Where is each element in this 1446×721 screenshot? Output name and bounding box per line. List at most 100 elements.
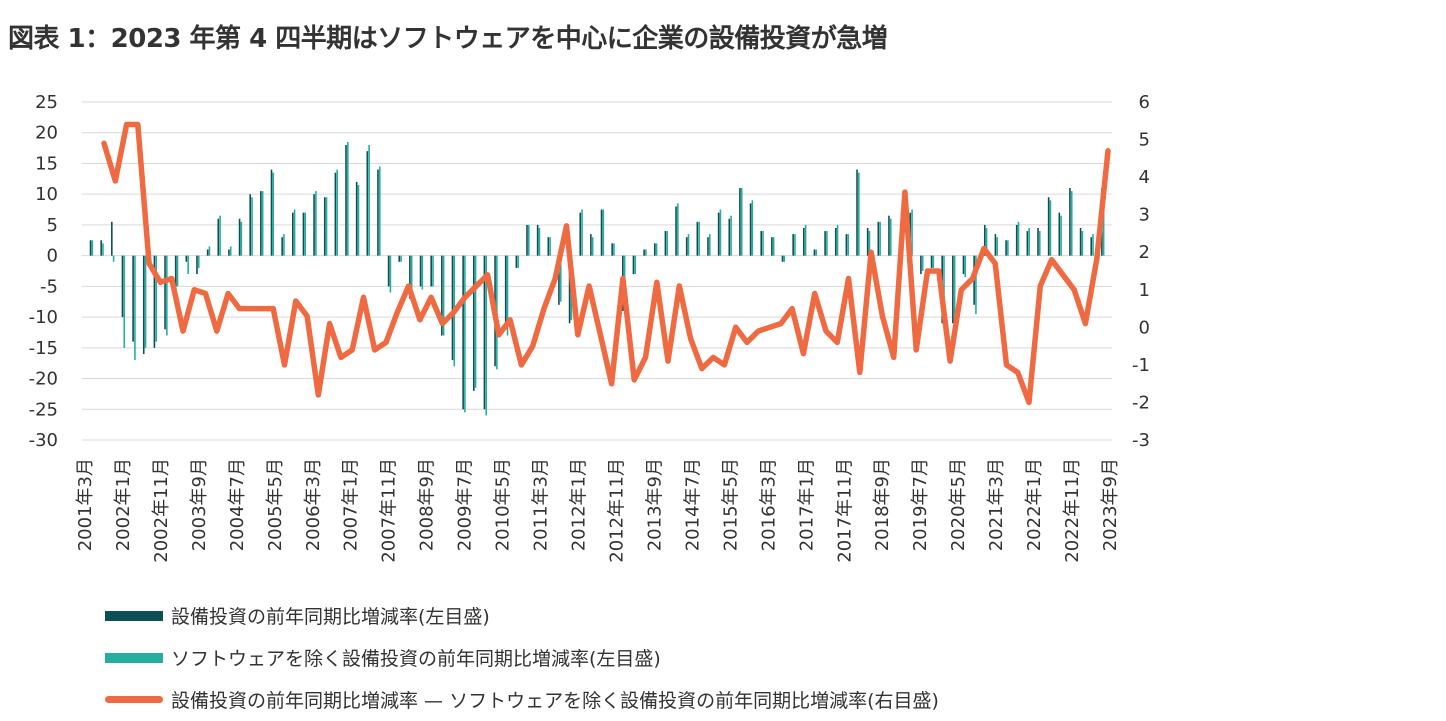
bar-capex-ex-software xyxy=(1049,200,1052,256)
bar-capex-ex-software xyxy=(634,255,637,275)
bar-capex xyxy=(547,237,550,256)
bar-capex xyxy=(419,255,422,287)
y-right-tick-label: -3 xyxy=(1132,430,1150,451)
bar-capex xyxy=(206,249,209,256)
bar-capex-ex-software xyxy=(421,255,424,290)
bar-capex-ex-software xyxy=(325,197,328,256)
bar-capex xyxy=(568,255,571,324)
bar-capex xyxy=(1037,227,1039,256)
bar-capex-ex-software xyxy=(666,231,668,256)
bar-capex xyxy=(781,255,784,262)
x-tick-label: 2003年9月 xyxy=(189,458,210,551)
bar-capex xyxy=(377,169,379,256)
x-tick-label: 2001年3月 xyxy=(75,458,96,551)
bar-capex xyxy=(600,209,603,256)
bar-capex xyxy=(174,255,177,293)
bar-capex-ex-software xyxy=(730,215,732,256)
bar-capex xyxy=(142,255,145,354)
bar-capex-ex-software xyxy=(645,249,647,256)
bar-capex xyxy=(302,212,305,256)
bar-capex xyxy=(164,255,166,330)
y-left-tick-label: 10 xyxy=(35,184,58,205)
bar-capex-ex-software xyxy=(219,215,221,256)
bar-capex xyxy=(749,203,752,256)
bar-capex-ex-software xyxy=(858,172,860,256)
bar-capex-ex-software xyxy=(229,246,232,256)
bar-capex xyxy=(717,212,720,256)
x-tick-label: 2017年11月 xyxy=(834,458,855,563)
bar-capex xyxy=(281,237,283,256)
legend-label-capex-ex-software: ソフトウェアを除く設備投資の前年同期比増減率(左目盛) xyxy=(171,648,661,670)
bar-capex-ex-software xyxy=(772,237,775,256)
y-right-tick-label: 4 xyxy=(1139,167,1150,188)
bar-capex-ex-software xyxy=(251,197,253,256)
bar-capex xyxy=(536,224,539,256)
bar-capex-ex-software xyxy=(698,221,700,256)
bar-capex-ex-software xyxy=(240,221,243,256)
y-left-tick-label: -10 xyxy=(29,307,58,328)
bar-capex-ex-software xyxy=(102,243,104,256)
bar-capex xyxy=(345,145,347,256)
bar-capex-ex-software xyxy=(197,255,200,268)
y-left-tick-label: -30 xyxy=(29,430,58,451)
bar-capex-ex-software xyxy=(485,255,488,416)
bar-capex-ex-software xyxy=(953,255,956,327)
bar-capex-ex-software xyxy=(591,237,594,256)
bar-capex xyxy=(526,224,528,256)
bar-capex xyxy=(217,218,220,256)
bar-capex-ex-software xyxy=(400,255,402,262)
bar-capex-ex-software xyxy=(559,255,562,302)
bar-capex xyxy=(504,255,507,330)
y-right-tick-label: 5 xyxy=(1139,130,1150,151)
bar-capex xyxy=(675,206,677,256)
bar-capex xyxy=(845,234,848,256)
y-right-tick-label: 0 xyxy=(1139,317,1150,338)
bar-capex xyxy=(366,151,369,256)
bar-capex xyxy=(877,221,880,256)
x-tick-label: 2013年9月 xyxy=(644,458,665,551)
bar-capex xyxy=(462,255,464,410)
bar-capex xyxy=(472,255,475,391)
x-tick-label: 2021年3月 xyxy=(986,458,1007,551)
bar-capex-ex-software xyxy=(464,255,466,413)
bar-capex-ex-software xyxy=(389,255,392,293)
bar-capex-ex-software xyxy=(868,231,871,256)
bar-capex-ex-software xyxy=(985,227,988,256)
bar-capex-ex-software xyxy=(410,255,413,302)
bar-capex xyxy=(643,249,645,256)
bar-capex-ex-software xyxy=(1081,231,1084,256)
bar-capex xyxy=(483,255,486,410)
bar-capex-ex-software xyxy=(91,240,94,256)
bar-capex xyxy=(387,255,390,287)
legend-swatch-difference xyxy=(105,696,163,703)
y-axis-left: 25 20 15 10 5 0 -5 -10 -15 -20 -25 -30 xyxy=(29,92,58,451)
bar-capex xyxy=(685,237,688,256)
bar-capex-ex-software xyxy=(1102,184,1105,256)
x-tick-label: 2009年7月 xyxy=(455,458,476,551)
bar-capex-ex-software xyxy=(123,255,126,348)
series-line-difference xyxy=(101,121,1111,406)
bar-capex-ex-software xyxy=(602,209,605,256)
bar-capex xyxy=(983,224,986,256)
bar-capex xyxy=(590,234,592,256)
x-tick-label: 2012年11月 xyxy=(606,458,627,563)
x-tick-label: 2012年1月 xyxy=(569,458,590,551)
legend-item-difference: 設備投資の前年同期比増減率 — ソフトウェアを除く設備投資の前年同期比増減率(右… xyxy=(105,686,939,713)
bar-capex-ex-software xyxy=(996,237,999,256)
bar-capex xyxy=(153,255,156,348)
bar-capex xyxy=(1026,231,1029,256)
bar-capex-ex-software xyxy=(826,231,828,256)
x-tick-label: 2005年5月 xyxy=(265,458,286,551)
x-tick-label: 2022年1月 xyxy=(1024,458,1045,551)
bar-capex xyxy=(707,237,709,256)
bar-capex xyxy=(185,255,188,262)
bar-capex xyxy=(1058,212,1061,256)
bar-capex-ex-software xyxy=(1060,215,1062,256)
x-tick-label: 2019年7月 xyxy=(910,458,931,551)
bar-capex xyxy=(866,227,869,256)
bar-capex xyxy=(771,237,773,256)
bar-capex xyxy=(441,255,443,336)
bar-capex xyxy=(1047,197,1050,256)
x-tick-label: 2022年11月 xyxy=(1062,458,1083,563)
bar-capex-ex-software xyxy=(357,184,360,256)
